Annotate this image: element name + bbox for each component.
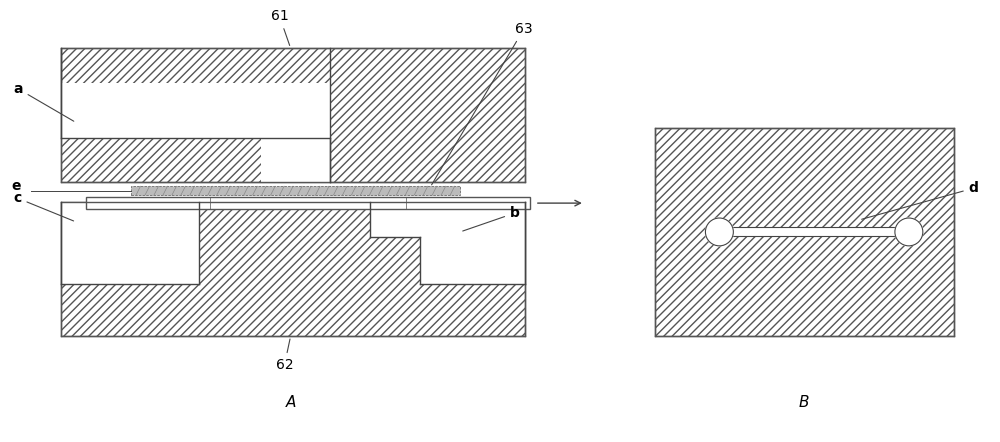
- Bar: [261, 83, 330, 182]
- Text: e: e: [11, 179, 21, 193]
- Bar: [131, 186, 460, 195]
- Text: 63: 63: [432, 22, 533, 185]
- Text: d: d: [862, 181, 979, 219]
- Bar: [420, 202, 525, 284]
- Text: c: c: [13, 191, 74, 221]
- Bar: [61, 202, 199, 284]
- Bar: [86, 197, 530, 209]
- Bar: [719, 228, 909, 236]
- Circle shape: [705, 218, 733, 246]
- Bar: [370, 202, 420, 237]
- Text: B: B: [799, 395, 809, 410]
- Text: 62: 62: [276, 339, 293, 372]
- Bar: [655, 128, 954, 336]
- Text: b: b: [463, 206, 520, 231]
- Text: A: A: [285, 395, 296, 410]
- Bar: [61, 83, 330, 137]
- Text: a: a: [13, 82, 74, 121]
- Bar: [61, 48, 525, 182]
- Circle shape: [895, 218, 923, 246]
- Bar: [61, 202, 525, 336]
- Text: 61: 61: [271, 9, 290, 46]
